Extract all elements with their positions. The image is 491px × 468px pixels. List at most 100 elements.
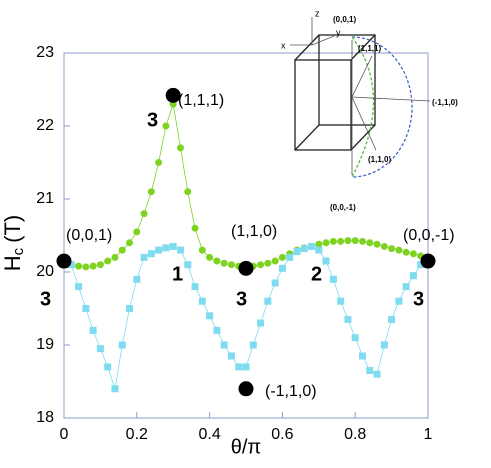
point xyxy=(140,253,148,261)
point xyxy=(96,345,104,353)
point xyxy=(395,297,403,305)
annotation: (1,1,1) xyxy=(178,92,224,109)
point xyxy=(366,239,374,247)
arc-blue xyxy=(351,36,413,178)
plot-frame xyxy=(63,52,429,419)
point xyxy=(96,261,104,269)
inset-axis-label: y xyxy=(336,27,341,37)
x-tick-label: 0.2 xyxy=(126,426,148,443)
inset-label: (0,0,-1) xyxy=(330,203,356,212)
point xyxy=(329,275,337,283)
arrow xyxy=(351,96,377,151)
point xyxy=(388,245,396,253)
point xyxy=(118,341,126,349)
arrow xyxy=(351,55,373,98)
point xyxy=(358,352,366,360)
point xyxy=(89,326,97,334)
y-tick-label: 21 xyxy=(36,190,54,207)
point xyxy=(257,261,265,269)
point xyxy=(402,283,410,291)
point xyxy=(82,263,90,271)
y-tick-label: 20 xyxy=(36,263,54,280)
cube-edge xyxy=(350,124,376,151)
point xyxy=(220,259,228,267)
y-tick-label: 18 xyxy=(36,409,54,426)
point xyxy=(162,244,170,252)
point xyxy=(242,363,250,371)
point xyxy=(169,242,177,250)
point xyxy=(191,224,199,232)
series-line xyxy=(63,103,429,268)
point xyxy=(111,385,119,393)
point xyxy=(308,242,316,250)
arc-green xyxy=(351,36,375,178)
point xyxy=(373,370,381,378)
point xyxy=(227,261,235,269)
point xyxy=(82,305,90,312)
cube-edge xyxy=(294,124,320,151)
annotation: (0,0,-1) xyxy=(403,227,455,244)
point xyxy=(191,283,199,291)
annotation: 1 xyxy=(172,263,183,285)
point xyxy=(249,341,257,349)
point xyxy=(373,240,381,248)
point xyxy=(111,253,119,261)
y-axis-label: Hc (T) xyxy=(0,215,27,271)
point xyxy=(315,246,323,254)
point xyxy=(126,305,134,312)
point xyxy=(257,319,265,327)
point xyxy=(184,261,192,269)
point xyxy=(89,262,97,270)
point xyxy=(337,297,345,305)
y-tick-label: 23 xyxy=(36,44,54,61)
point xyxy=(395,246,403,254)
point xyxy=(417,261,425,269)
x-tick-label: 0.4 xyxy=(198,426,220,443)
point xyxy=(322,257,330,265)
point xyxy=(344,237,352,245)
point xyxy=(278,253,286,261)
cube-edge xyxy=(294,34,320,61)
inset-axis-label: z xyxy=(315,8,320,18)
cube-back xyxy=(318,34,376,126)
point xyxy=(118,246,126,254)
point xyxy=(344,315,352,323)
point xyxy=(351,237,359,245)
point xyxy=(206,312,214,320)
point xyxy=(198,246,206,254)
point xyxy=(140,210,148,218)
point xyxy=(147,250,155,258)
inset-axis-label: x xyxy=(281,40,286,50)
inset-label: (0,0,1) xyxy=(333,15,356,24)
point xyxy=(206,253,214,261)
point xyxy=(358,237,366,245)
point xyxy=(126,239,134,247)
point xyxy=(329,237,337,245)
point xyxy=(278,264,286,272)
point xyxy=(409,272,417,280)
point xyxy=(104,257,112,265)
point xyxy=(380,341,388,349)
point xyxy=(155,246,163,254)
x-tick-label: 0.8 xyxy=(344,426,366,443)
point xyxy=(402,248,410,256)
point xyxy=(227,352,235,360)
inset-label: (-1,1,0) xyxy=(432,98,458,107)
annotation: 2 xyxy=(311,263,322,285)
point xyxy=(213,257,221,265)
point xyxy=(286,253,294,261)
annotation: (0,0,1) xyxy=(66,227,112,244)
point xyxy=(337,237,345,245)
point xyxy=(184,188,192,196)
y-tick-label: 19 xyxy=(36,336,54,353)
point xyxy=(366,367,374,375)
x-tick-label: 0.6 xyxy=(271,426,293,443)
point xyxy=(220,341,228,349)
annotation: (-1,1,0) xyxy=(265,383,317,400)
x-tick-label: 0 xyxy=(60,426,69,443)
point xyxy=(176,246,184,254)
cube-edge xyxy=(350,34,376,61)
arrow xyxy=(351,96,431,102)
marker xyxy=(165,87,181,103)
